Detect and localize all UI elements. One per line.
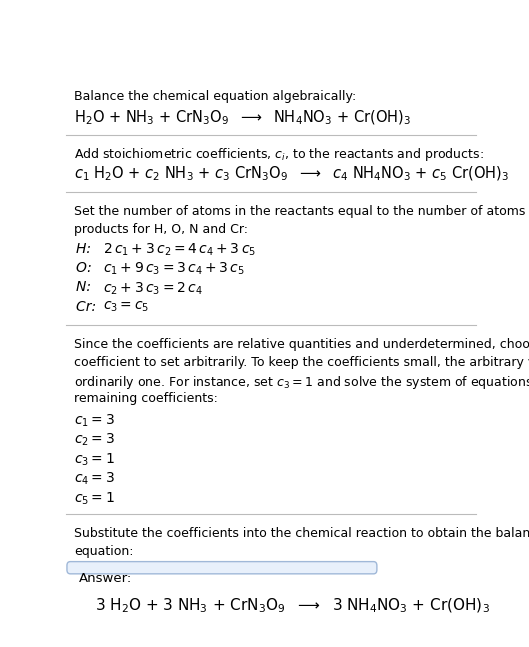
Text: $2\,c_1 + 3\,c_2 = 4\,c_4 + 3\,c_5$: $2\,c_1 + 3\,c_2 = 4\,c_4 + 3\,c_5$: [103, 241, 256, 258]
Text: $c_1$ H$_2$O + $c_2$ NH$_3$ + $c_3$ CrN$_3$O$_9$  $\longrightarrow$  $c_4$ NH$_4: $c_1$ H$_2$O + $c_2$ NH$_3$ + $c_3$ CrN$…: [74, 165, 509, 184]
Text: equation:: equation:: [74, 545, 134, 558]
FancyBboxPatch shape: [67, 562, 377, 574]
Text: $c_4 = 3$: $c_4 = 3$: [74, 471, 115, 487]
Text: products for H, O, N and Cr:: products for H, O, N and Cr:: [74, 223, 248, 236]
Text: O:: O:: [76, 261, 96, 275]
Text: remaining coefficients:: remaining coefficients:: [74, 392, 218, 405]
Text: Add stoichiometric coefficients, $c_i$, to the reactants and products:: Add stoichiometric coefficients, $c_i$, …: [74, 146, 484, 163]
Text: $c_3 = 1$: $c_3 = 1$: [74, 452, 115, 468]
Text: coefficient to set arbitrarily. To keep the coefficients small, the arbitrary va: coefficient to set arbitrarily. To keep …: [74, 356, 529, 369]
Text: Cr:: Cr:: [76, 300, 101, 314]
Text: Set the number of atoms in the reactants equal to the number of atoms in the: Set the number of atoms in the reactants…: [74, 204, 529, 217]
Text: Since the coefficients are relative quantities and underdetermined, choose a: Since the coefficients are relative quan…: [74, 338, 529, 351]
Text: H$_2$O + NH$_3$ + CrN$_3$O$_9$  $\longrightarrow$  NH$_4$NO$_3$ + Cr(OH)$_3$: H$_2$O + NH$_3$ + CrN$_3$O$_9$ $\longrig…: [74, 109, 412, 127]
Text: Balance the chemical equation algebraically:: Balance the chemical equation algebraica…: [74, 90, 357, 103]
Text: ordinarily one. For instance, set $c_3 = 1$ and solve the system of equations fo: ordinarily one. For instance, set $c_3 =…: [74, 374, 529, 391]
Text: $c_3 = c_5$: $c_3 = c_5$: [103, 300, 149, 314]
Text: $c_1 = 3$: $c_1 = 3$: [74, 413, 115, 429]
Text: $c_5 = 1$: $c_5 = 1$: [74, 490, 115, 507]
Text: $3$ H$_2$O + $3$ NH$_3$ + CrN$_3$O$_9$  $\longrightarrow$  $3$ NH$_4$NO$_3$ + Cr: $3$ H$_2$O + $3$ NH$_3$ + CrN$_3$O$_9$ $…: [95, 597, 490, 615]
Text: $c_2 = 3$: $c_2 = 3$: [74, 432, 115, 448]
Text: Answer:: Answer:: [78, 571, 132, 585]
Text: N:: N:: [76, 280, 96, 294]
Text: H:: H:: [76, 241, 96, 256]
Text: $c_1 + 9\,c_3 = 3\,c_4 + 3\,c_5$: $c_1 + 9\,c_3 = 3\,c_4 + 3\,c_5$: [103, 261, 245, 278]
Text: $c_2 + 3\,c_3 = 2\,c_4$: $c_2 + 3\,c_3 = 2\,c_4$: [103, 280, 203, 297]
Text: Substitute the coefficients into the chemical reaction to obtain the balanced: Substitute the coefficients into the che…: [74, 527, 529, 540]
